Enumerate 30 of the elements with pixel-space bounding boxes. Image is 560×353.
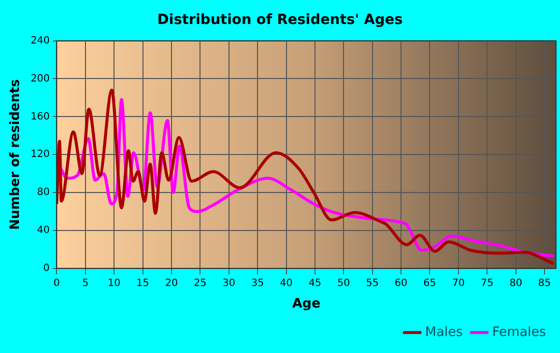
x-tick-label: 85	[538, 278, 551, 289]
legend-label: Males	[425, 324, 463, 340]
y-tick-label: 0	[43, 262, 50, 274]
x-tick-label: 5	[82, 278, 89, 289]
x-tick-label: 80	[509, 278, 522, 289]
x-tick-label: 10	[108, 278, 120, 289]
x-tick-label: 45	[308, 278, 322, 289]
x-axis-title: Age	[292, 296, 321, 312]
x-tick-label: 75	[480, 278, 494, 289]
x-tick-label: 50	[337, 278, 350, 289]
chart-title: Distribution of Residents' Ages	[157, 12, 403, 28]
y-tick-label: 160	[30, 111, 50, 122]
y-tick-label: 80	[36, 187, 50, 198]
x-tick-label: 40	[280, 278, 293, 289]
x-tick-label: 70	[452, 278, 465, 289]
x-tick-label: 60	[394, 278, 408, 289]
y-tick-label: 120	[30, 149, 50, 160]
x-tick-label: 25	[194, 278, 207, 289]
x-tick-label: 55	[366, 278, 379, 289]
legend-label: Females	[492, 324, 546, 340]
x-tick-label: 20	[165, 278, 178, 289]
y-tick-label: 40	[36, 225, 50, 236]
x-tick-label: 35	[251, 278, 264, 289]
x-tick-label: 0	[54, 278, 60, 289]
x-tick-label: 15	[136, 278, 150, 289]
x-tick-label: 30	[222, 278, 236, 289]
x-tick-label: 65	[423, 278, 436, 289]
y-tick-label: 200	[30, 73, 50, 84]
y-axis-title: Number of residents	[8, 79, 24, 230]
y-tick-label: 240	[30, 35, 50, 46]
